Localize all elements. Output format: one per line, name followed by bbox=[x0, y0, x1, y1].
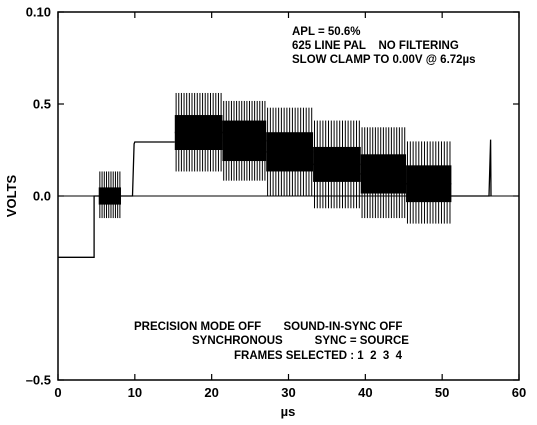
annotation-clamp: SLOW CLAMP TO 0.00V @ 6.72µs bbox=[292, 54, 476, 66]
x-tick-label: 0 bbox=[54, 385, 61, 400]
x-axis-title: µs bbox=[281, 404, 296, 419]
x-tick-label: 20 bbox=[204, 385, 218, 400]
annotation-apl: APL = 50.6% bbox=[292, 26, 361, 38]
y-tick-label: 0.0 bbox=[33, 189, 51, 204]
annotation-frames-selected: FRAMES SELECTED : 1 2 3 4 bbox=[234, 350, 403, 362]
annotation-precision-mode: PRECISION MODE OFF SOUND-IN-SYNC OFF bbox=[134, 321, 402, 333]
y-axis-title: VOLTS bbox=[4, 174, 19, 217]
y-tick-label: 0.10 bbox=[26, 5, 51, 20]
x-tick-label: 50 bbox=[435, 385, 449, 400]
annotation-line-standard: 625 LINE PAL NO FILTERING bbox=[292, 40, 459, 52]
chroma-burst bbox=[313, 120, 361, 209]
waveform-line-segment bbox=[58, 195, 99, 258]
x-tick-label: 40 bbox=[358, 385, 372, 400]
waveform-line-segment bbox=[451, 139, 492, 197]
chroma-burst bbox=[174, 92, 223, 172]
annotation-sync: SYNCHRONOUS SYNC = SOURCE bbox=[192, 335, 409, 347]
chroma-burst bbox=[406, 141, 452, 224]
y-tick-label: 0.5 bbox=[33, 97, 51, 112]
x-tick-label: 10 bbox=[128, 385, 142, 400]
waveform-series bbox=[58, 92, 492, 258]
x-tick-label: 30 bbox=[281, 385, 295, 400]
x-tick-label: 60 bbox=[512, 385, 526, 400]
chroma-burst bbox=[222, 100, 267, 181]
chroma-burst bbox=[98, 171, 122, 219]
chroma-burst bbox=[266, 107, 314, 196]
waveform-line-segment bbox=[121, 141, 175, 197]
chroma-burst bbox=[360, 127, 407, 219]
y-tick-label: –0.5 bbox=[26, 373, 51, 388]
